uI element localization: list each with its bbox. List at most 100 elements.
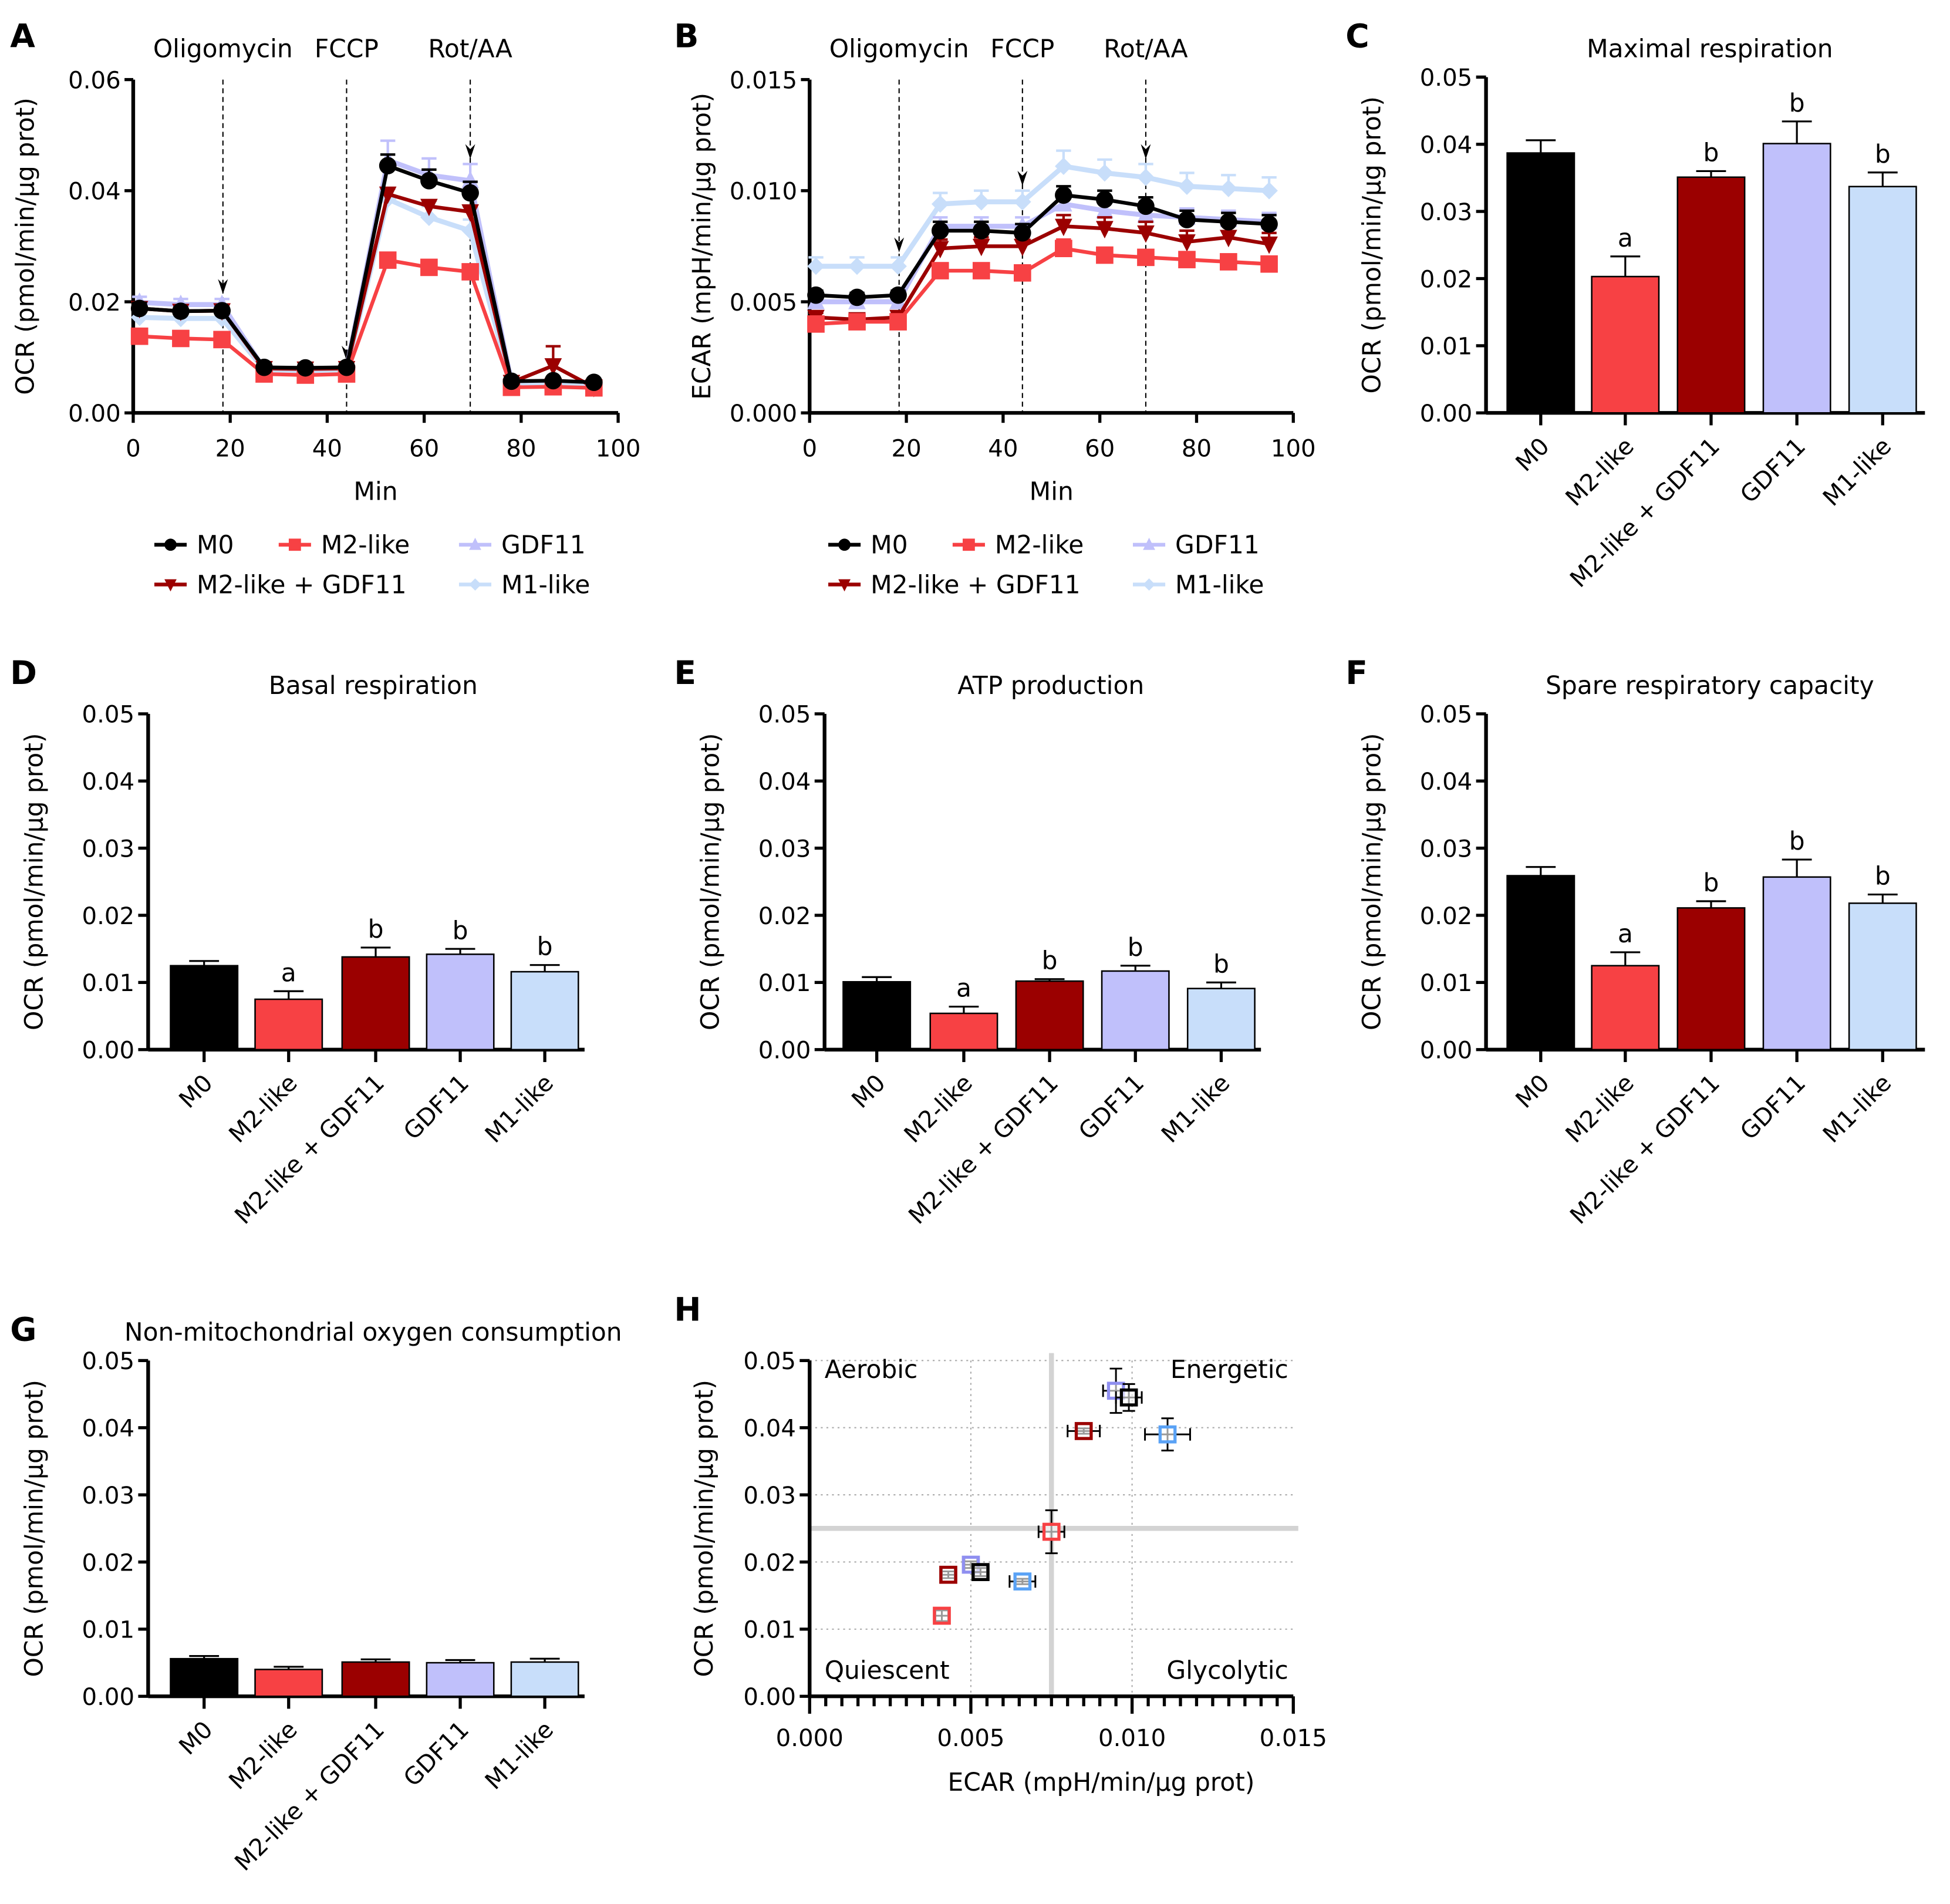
data-point xyxy=(971,1563,990,1582)
data-point xyxy=(807,315,825,333)
bar xyxy=(1101,970,1170,1051)
injection-label-fccp: FCCP xyxy=(990,34,1054,63)
series-line xyxy=(139,191,595,389)
x-tick-label: M2-like xyxy=(224,1070,303,1148)
y-tick-label: 0.00 xyxy=(1420,400,1473,427)
point-m1-like-stressed xyxy=(1144,1417,1191,1452)
legend-marker-icon xyxy=(963,538,975,551)
x-tick-label: M2-like xyxy=(1561,433,1639,511)
bar xyxy=(1848,902,1917,1051)
panel-a: A Oligomycin FCCP Rot/AA 0.00 0.02 0.04 0.06 0 20… xyxy=(10,17,640,599)
data-point xyxy=(502,372,521,390)
bar xyxy=(510,1661,579,1697)
data-point xyxy=(1055,157,1072,175)
data-point xyxy=(544,358,562,376)
point-m0-stressed xyxy=(1115,1383,1143,1412)
point-m2-like-gdf11-stressed xyxy=(1067,1422,1101,1440)
bar xyxy=(929,1012,998,1051)
panel-letter: D xyxy=(10,654,37,692)
y-tick-label: 0.04 xyxy=(1420,769,1473,796)
bar xyxy=(1762,143,1831,414)
data-point xyxy=(379,251,397,269)
x-tick-label: 40 xyxy=(988,435,1018,462)
y-tick-label: 0.01 xyxy=(743,1617,796,1644)
data-point xyxy=(889,286,907,304)
point-m1-like-baseline xyxy=(1008,1572,1037,1591)
point-m2-like-stressed xyxy=(1037,1509,1065,1555)
x-tick-label: M2-like + GDF11 xyxy=(1565,433,1725,593)
significance-label: a xyxy=(1618,224,1633,252)
panel-letter: A xyxy=(10,17,35,55)
legend-label: M1-like xyxy=(501,570,590,599)
y-tick-label: 0.05 xyxy=(758,702,811,729)
y-tick-label: 0.00 xyxy=(82,1684,134,1711)
point-m0-baseline xyxy=(971,1563,990,1582)
bar xyxy=(1506,875,1575,1051)
data-point xyxy=(1013,1572,1032,1591)
injection-arrow-icon xyxy=(218,279,228,294)
x-tick-label: M1-like xyxy=(480,1716,559,1795)
data-point xyxy=(939,1565,957,1584)
data-point xyxy=(585,373,603,392)
legend-marker-icon xyxy=(838,579,851,592)
y-tick-label: 0.03 xyxy=(1420,199,1473,226)
bar-group-m1-like: b M1-like xyxy=(480,932,579,1148)
bar xyxy=(254,1669,323,1697)
legend-item-gdf11: GDF11 xyxy=(458,531,586,560)
y-tick-label: 0.02 xyxy=(68,289,121,316)
data-point xyxy=(1096,246,1114,264)
x-tick-label: 0.000 xyxy=(776,1725,844,1752)
x-tick-label: M0 xyxy=(174,1716,218,1760)
panel-d: D Basal respiration 0.00 0.01 0.02 0.03 0.04 0.… xyxy=(10,654,585,1229)
y-tick-label: 0.010 xyxy=(730,178,797,205)
significance-label: b xyxy=(1875,862,1891,891)
data-point xyxy=(379,157,397,175)
legend-item-m2-like: M2-like xyxy=(278,531,410,560)
data-point xyxy=(1260,181,1278,200)
y-tick-label: 0.03 xyxy=(1420,835,1473,862)
data-point xyxy=(972,238,990,257)
data-point xyxy=(420,171,438,190)
data-point xyxy=(461,170,479,188)
series-m1-like xyxy=(807,149,1278,275)
y-tick-label: 0.005 xyxy=(730,289,797,316)
y-tick-label: 0.03 xyxy=(758,835,811,862)
y-tick-label: 0.00 xyxy=(743,1684,796,1711)
data-point xyxy=(1178,251,1196,268)
bar-group-m2-like-gdf11: b M2-like + GDF11 xyxy=(903,946,1084,1229)
y-axis-label: OCR (pmol/min/µg prot) xyxy=(19,1380,48,1677)
data-point xyxy=(931,195,949,213)
bar-group-m2-like-gdf11: b M2-like + GDF11 xyxy=(230,915,410,1229)
y-axis-label: OCR (pmol/min/µg prot) xyxy=(696,733,725,1030)
x-tick-label: 0.010 xyxy=(1098,1725,1166,1752)
panel-g: G Non-mitochondrial oxygen consumption0.0… xyxy=(10,1310,622,1876)
y-tick-label: 0.05 xyxy=(1420,65,1473,92)
y-tick-label: 0.04 xyxy=(82,1416,134,1443)
y-tick-label: 0.01 xyxy=(758,970,811,997)
legend-marker-icon xyxy=(469,537,481,550)
legend-label: M0 xyxy=(871,531,908,560)
y-tick-label: 0.01 xyxy=(82,1617,134,1644)
x-tick-label: GDF11 xyxy=(1735,1070,1811,1145)
series-line xyxy=(815,193,1270,299)
data-point xyxy=(420,258,438,277)
legend-label: M2-like xyxy=(321,531,410,560)
y-tick-label: 0.03 xyxy=(82,835,134,862)
data-point xyxy=(961,1555,980,1574)
data-point xyxy=(1158,1425,1177,1444)
y-axis-label: OCR (pmol/min/µg prot) xyxy=(690,1380,718,1677)
data-point xyxy=(972,262,990,279)
data-point xyxy=(1220,180,1237,197)
point-m2-like-gdf11-baseline xyxy=(939,1565,957,1584)
y-axis-label: OCR (pmol/min/µg prot) xyxy=(1358,96,1386,393)
significance-label: b xyxy=(1213,949,1229,978)
y-tick-label: 0.00 xyxy=(758,1037,811,1064)
data-point xyxy=(931,241,949,259)
injection-label-rot-aa: Rot/AA xyxy=(1104,34,1187,63)
injection-arrow-icon xyxy=(894,237,905,252)
y-axis-label: OCR (pmol/min/µg prot) xyxy=(1358,733,1386,1030)
data-point xyxy=(255,358,273,376)
x-tick-label: M0 xyxy=(1511,1070,1555,1114)
y-tick-label: 0.04 xyxy=(1420,132,1473,159)
x-axis-label: ECAR (mpH/min/µg prot) xyxy=(948,1768,1255,1797)
